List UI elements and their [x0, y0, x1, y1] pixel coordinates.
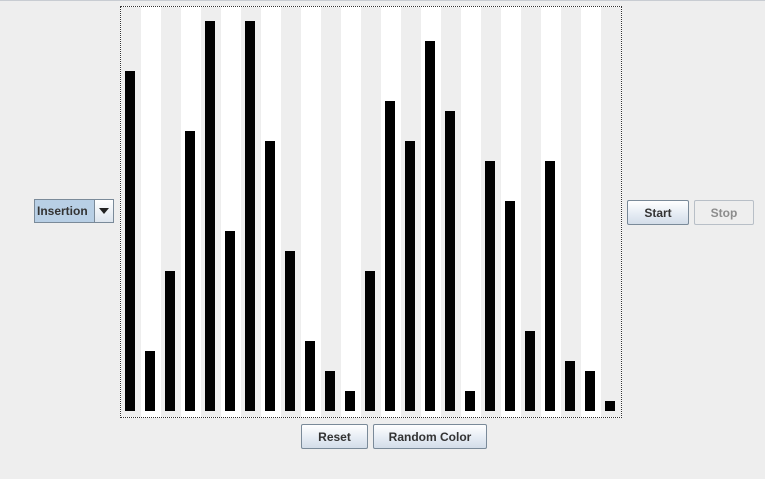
value-bar	[465, 391, 475, 411]
bars-svg	[121, 7, 621, 417]
value-bar	[345, 391, 355, 411]
value-bar	[545, 161, 555, 411]
value-bar	[205, 21, 215, 411]
value-bar	[325, 371, 335, 411]
value-bar	[425, 41, 435, 411]
bar-slot	[461, 7, 481, 417]
value-bar	[365, 271, 375, 411]
value-bar	[225, 231, 235, 411]
bar-slot	[301, 7, 321, 417]
value-bar	[165, 271, 175, 411]
random-color-button[interactable]: Random Color	[373, 424, 487, 449]
value-bar	[305, 341, 315, 411]
value-bar	[185, 131, 195, 411]
bar-slot	[581, 7, 601, 417]
value-bar	[505, 201, 515, 411]
algorithm-select-value: Insertion	[35, 200, 95, 222]
value-bar	[525, 331, 535, 411]
stop-button[interactable]: Stop	[694, 200, 754, 225]
value-bar	[565, 361, 575, 411]
sort-canvas	[120, 6, 622, 418]
value-bar	[605, 401, 615, 411]
value-bar	[385, 101, 395, 411]
chevron-down-icon[interactable]	[95, 200, 113, 222]
value-bar	[485, 161, 495, 411]
value-bar	[245, 21, 255, 411]
window-top-border	[0, 0, 765, 1]
bar-slot	[141, 7, 161, 417]
bar-slot	[561, 7, 581, 417]
value-bar	[265, 141, 275, 411]
value-bar	[285, 251, 295, 411]
bar-slot	[521, 7, 541, 417]
bar-slot	[601, 7, 621, 417]
value-bar	[445, 111, 455, 411]
start-button[interactable]: Start	[627, 200, 689, 225]
bar-slot	[341, 7, 361, 417]
value-bar	[585, 371, 595, 411]
bar-slot	[321, 7, 341, 417]
value-bar	[145, 351, 155, 411]
value-bar	[125, 71, 135, 411]
value-bar	[405, 141, 415, 411]
reset-button[interactable]: Reset	[301, 424, 368, 449]
algorithm-select[interactable]: Insertion	[34, 199, 114, 223]
